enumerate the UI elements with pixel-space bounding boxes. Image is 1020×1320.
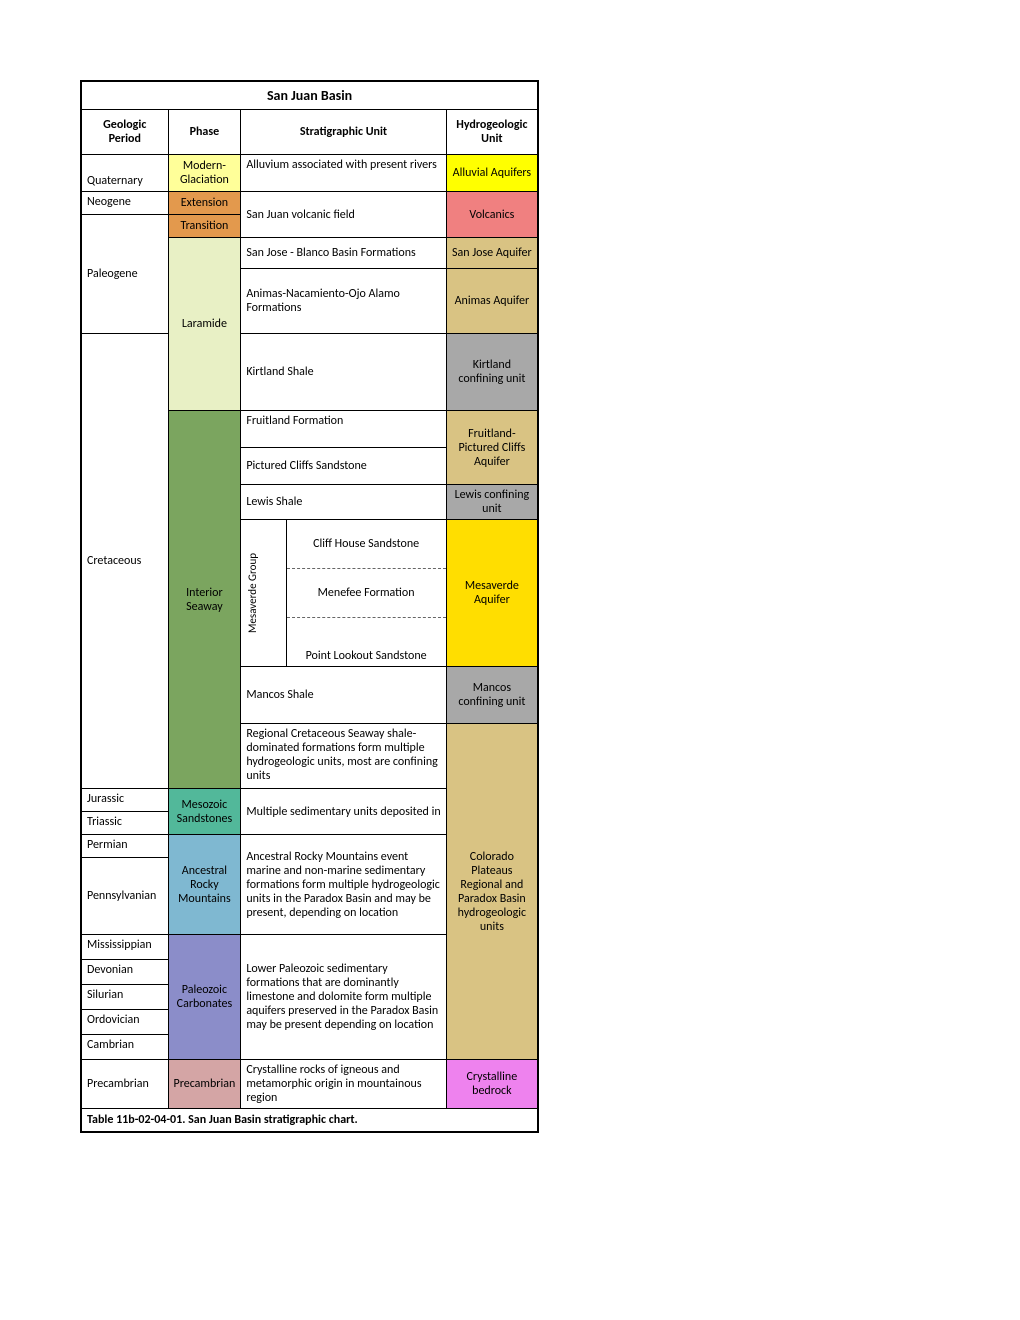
period-silurian: Silurian (81, 985, 168, 1010)
strat-lower-paleozoic: Lower Paleozoic sedimentary formations t… (241, 935, 446, 1060)
period-triassic: Triassic (81, 812, 168, 835)
strat-pictured: Pictured Cliffs Sandstone (241, 448, 446, 485)
strat-cliff-house: Cliff House Sandstone (286, 520, 446, 569)
strat-mesaverde-group: Mesaverde Group (241, 520, 286, 667)
phase-precambrian: Precambrian (168, 1060, 241, 1109)
strat-volcanic: San Juan volcanic field (241, 192, 446, 238)
strat-regional-cretaceous: Regional Cretaceous Seaway shale-dominat… (241, 724, 446, 789)
strat-lewis: Lewis Shale (241, 485, 446, 520)
hydro-mancos: Mancos confining unit (446, 667, 538, 724)
hydro-lewis: Lewis confining unit (446, 485, 538, 520)
caption-row: Table 11b-02-04-01. San Juan Basin strat… (81, 1109, 538, 1133)
phase-paleozoic-carbonates: Paleozoic Carbonates (168, 935, 241, 1060)
phase-ancestral-rocky: Ancestral Rocky Mountains (168, 835, 241, 935)
header-row: Geologic Period Phase Stratigraphic Unit… (81, 110, 538, 155)
period-ordovician: Ordovician (81, 1010, 168, 1035)
col-header-phase: Phase (168, 110, 241, 155)
period-cretaceous: Cretaceous (81, 334, 168, 789)
phase-mesozoic-sandstones: Mesozoic Sandstones (168, 789, 241, 835)
chart-caption: Table 11b-02-04-01. San Juan Basin strat… (81, 1109, 538, 1133)
phase-modern-glaciation: Modern-Glaciation (168, 155, 241, 192)
hydro-kirtland: Kirtland confining unit (446, 334, 538, 411)
hydro-alluvial: Alluvial Aquifers (446, 155, 538, 192)
mesaverde-group-label: Mesaverde Group (246, 553, 259, 633)
period-devonian: Devonian (81, 960, 168, 985)
period-jurassic: Jurassic (81, 789, 168, 812)
period-quaternary: Quaternary (81, 155, 168, 192)
strat-crystalline: Crystalline rocks of igneous and metamor… (241, 1060, 446, 1109)
strat-animas: Animas-Nacamiento-Ojo Alamo Formations (241, 269, 446, 334)
col-header-hydro: Hydrogeologic Unit (446, 110, 538, 155)
phase-laramide: Laramide (168, 238, 241, 411)
strat-point-lookout: Point Lookout Sandstone (286, 618, 446, 667)
strat-san-jose: San Jose - Blanco Basin Formations (241, 238, 446, 269)
period-permian: Permian (81, 835, 168, 858)
hydro-volcanics: Volcanics (446, 192, 538, 238)
title-row: San Juan Basin (81, 81, 538, 110)
period-mississippian: Mississippian (81, 935, 168, 960)
hydro-mesaverde: Mesaverde Aquifer (446, 520, 538, 667)
strat-multiple-sed: Multiple sedimentary units deposited in (241, 789, 446, 835)
phase-extension: Extension (168, 192, 241, 215)
strat-fruitland: Fruitland Formation (241, 411, 446, 448)
period-cambrian: Cambrian (81, 1035, 168, 1060)
period-precambrian: Precambrian (81, 1060, 168, 1109)
col-header-period: Geologic Period (81, 110, 168, 155)
strat-alluvium: Alluvium associated with present rivers (241, 155, 446, 192)
period-paleogene: Paleogene (81, 215, 168, 334)
strat-kirtland: Kirtland Shale (241, 334, 446, 411)
hydro-animas: Animas Aquifer (446, 269, 538, 334)
strat-mancos: Mancos Shale (241, 667, 446, 724)
hydro-fruitland: Fruitland-Pictured Cliffs Aquifer (446, 411, 538, 485)
chart-title: San Juan Basin (81, 81, 538, 110)
period-neogene: Neogene (81, 192, 168, 215)
hydro-san-jose: San Jose Aquifer (446, 238, 538, 269)
hydro-crystalline: Crystalline bedrock (446, 1060, 538, 1109)
col-header-strat: Stratigraphic Unit (241, 110, 446, 155)
phase-transition: Transition (168, 215, 241, 238)
strat-menefee: Menefee Formation (286, 569, 446, 618)
phase-interior-seaway: Interior Seaway (168, 411, 241, 789)
strat-ancestral-desc: Ancestral Rocky Mountains event marine a… (241, 835, 446, 935)
period-pennsylvanian: Pennsylvanian (81, 858, 168, 935)
stratigraphic-chart: San Juan Basin Geologic Period Phase Str… (80, 80, 539, 1133)
hydro-colorado-plateaus: Colorado Plateaus Regional and Paradox B… (446, 724, 538, 1060)
